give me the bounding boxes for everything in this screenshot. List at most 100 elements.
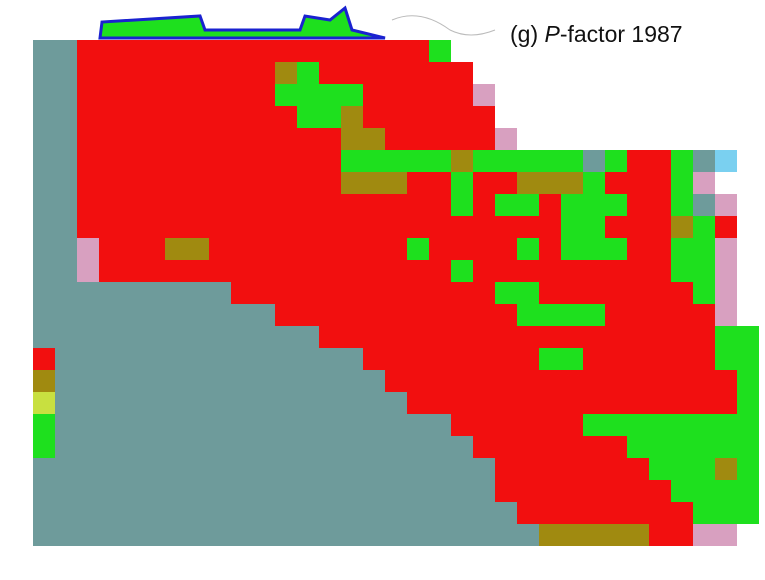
map-cell [55,392,77,414]
map-cell [187,282,209,304]
map-cell [99,216,121,238]
map-cell [605,326,627,348]
map-cell [99,172,121,194]
map-cell [407,326,429,348]
map-cell [121,62,143,84]
map-cell [385,326,407,348]
map-cell [385,304,407,326]
map-cell [121,524,143,546]
map-cell [495,458,517,480]
map-cell [451,62,473,84]
map-cell [143,524,165,546]
map-cell [693,216,715,238]
map-cell [627,282,649,304]
map-cell [649,414,671,436]
map-cell [583,458,605,480]
map-cell [77,84,99,106]
map-cell [231,392,253,414]
map-cell [451,370,473,392]
map-cell [319,392,341,414]
map-cell [275,62,297,84]
map-cell [407,62,429,84]
map-cell [341,414,363,436]
map-grid [33,40,759,546]
map-cell [231,348,253,370]
map-cell [539,282,561,304]
map-cell [495,502,517,524]
map-cell [77,282,99,304]
map-cell [341,370,363,392]
map-cell [275,172,297,194]
map-cell [297,282,319,304]
map-cell [517,436,539,458]
map-cell [209,282,231,304]
map-cell [253,326,275,348]
map-cell [33,348,55,370]
map-cell [583,348,605,370]
map-cell [583,370,605,392]
map-cell [715,502,737,524]
map-cell [627,260,649,282]
map-cell [539,480,561,502]
map-cell [143,304,165,326]
map-cell [55,436,77,458]
map-cell [671,392,693,414]
map-cell [77,216,99,238]
map-cell [627,326,649,348]
map-cell [187,172,209,194]
map-cell [473,282,495,304]
map-cell [363,194,385,216]
map-cell [561,502,583,524]
map-cell [341,480,363,502]
map-cell [649,436,671,458]
map-cell [143,436,165,458]
map-cell [473,106,495,128]
map-cell [187,260,209,282]
map-cell [77,436,99,458]
map-cell [231,304,253,326]
map-cell [473,414,495,436]
map-cell [517,348,539,370]
map-cell [165,502,187,524]
map-cell [143,282,165,304]
map-cell [77,150,99,172]
map-cell [385,436,407,458]
map-cell [253,84,275,106]
map-cell [121,458,143,480]
map-cell [715,304,737,326]
map-cell [253,304,275,326]
map-cell [473,84,495,106]
map-cell [473,436,495,458]
map-cell [253,502,275,524]
map-cell [429,436,451,458]
map-cell [319,40,341,62]
map-cell [385,150,407,172]
map-cell [297,436,319,458]
map-cell [583,392,605,414]
map-cell [451,282,473,304]
map-cell [407,106,429,128]
map-cell [77,414,99,436]
map-cell [583,304,605,326]
map-cell [165,62,187,84]
map-cell [33,216,55,238]
map-cell [539,150,561,172]
map-cell [495,370,517,392]
map-cell [495,150,517,172]
map-cell [275,150,297,172]
map-cell [495,260,517,282]
map-cell [649,304,671,326]
map-cell [495,348,517,370]
map-cell [319,128,341,150]
map-cell [693,304,715,326]
map-cell [737,480,759,502]
map-cell [319,370,341,392]
map-cell [165,304,187,326]
map-cell [451,348,473,370]
map-cell [99,524,121,546]
map-cell [605,524,627,546]
map-cell [55,304,77,326]
map-cell [33,128,55,150]
map-cell [539,172,561,194]
map-cell [451,414,473,436]
